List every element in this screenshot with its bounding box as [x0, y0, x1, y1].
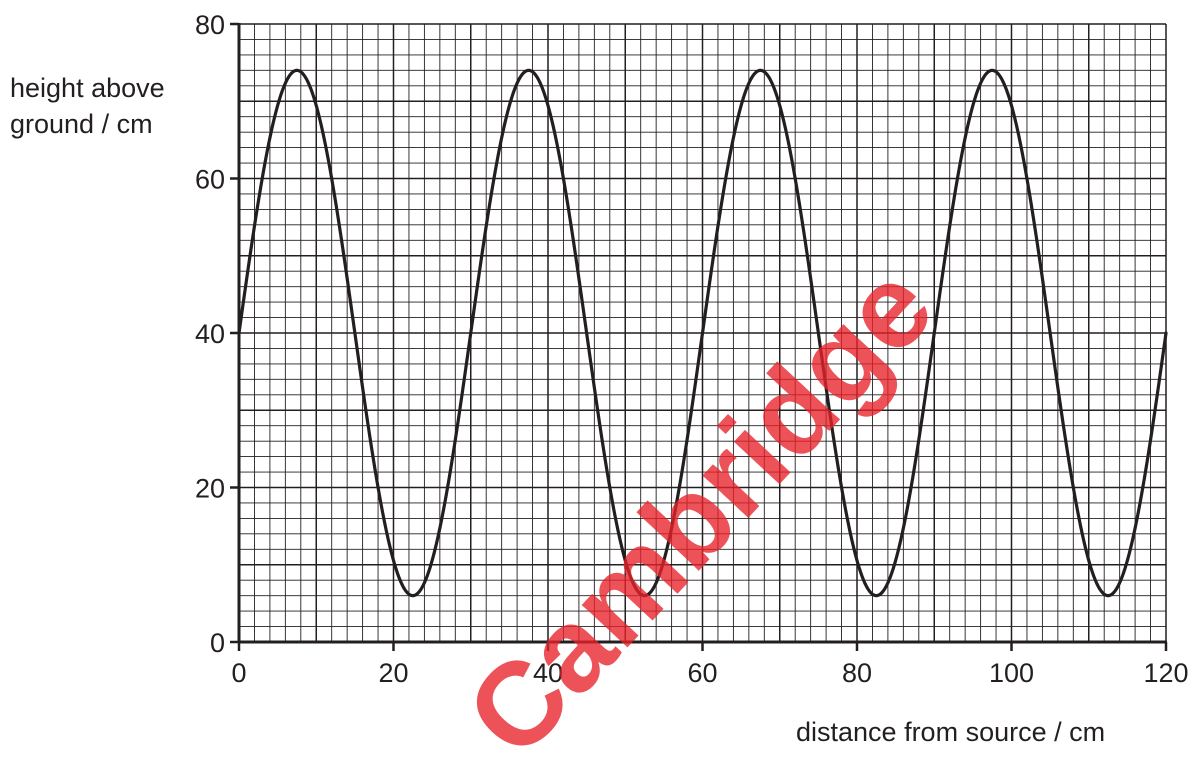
y-tick-label: 80: [195, 10, 225, 40]
y-axis-label-line-2: ground / cm: [10, 109, 153, 139]
x-tick-label: 120: [1143, 658, 1188, 688]
x-tick-label: 80: [842, 658, 872, 688]
tick-labels: 0 20 40 60 80 100 120 0 20 40 60 80: [195, 10, 1189, 688]
x-tick-label: 40: [533, 658, 563, 688]
y-tick-label: 0: [210, 628, 225, 658]
y-tick-label: 20: [195, 474, 225, 504]
x-tick-label: 60: [687, 658, 717, 688]
series-line: [237, 68, 1168, 598]
y-tick-label: 60: [195, 165, 225, 195]
x-axis-label: distance from source / cm: [796, 717, 1106, 747]
wave-chart: 0 20 40 60 80 100 120 0 20 40 60 80: [195, 10, 1189, 688]
series-group: [237, 68, 1168, 598]
x-tick-label: 0: [231, 658, 246, 688]
x-tick-label: 20: [378, 658, 408, 688]
x-tick-label: 100: [989, 658, 1034, 688]
tick-marks: [230, 22, 1168, 651]
major-gridlines: [239, 23, 1167, 642]
y-axis-label-line-1: height above: [10, 73, 165, 103]
y-tick-label: 40: [195, 319, 225, 349]
